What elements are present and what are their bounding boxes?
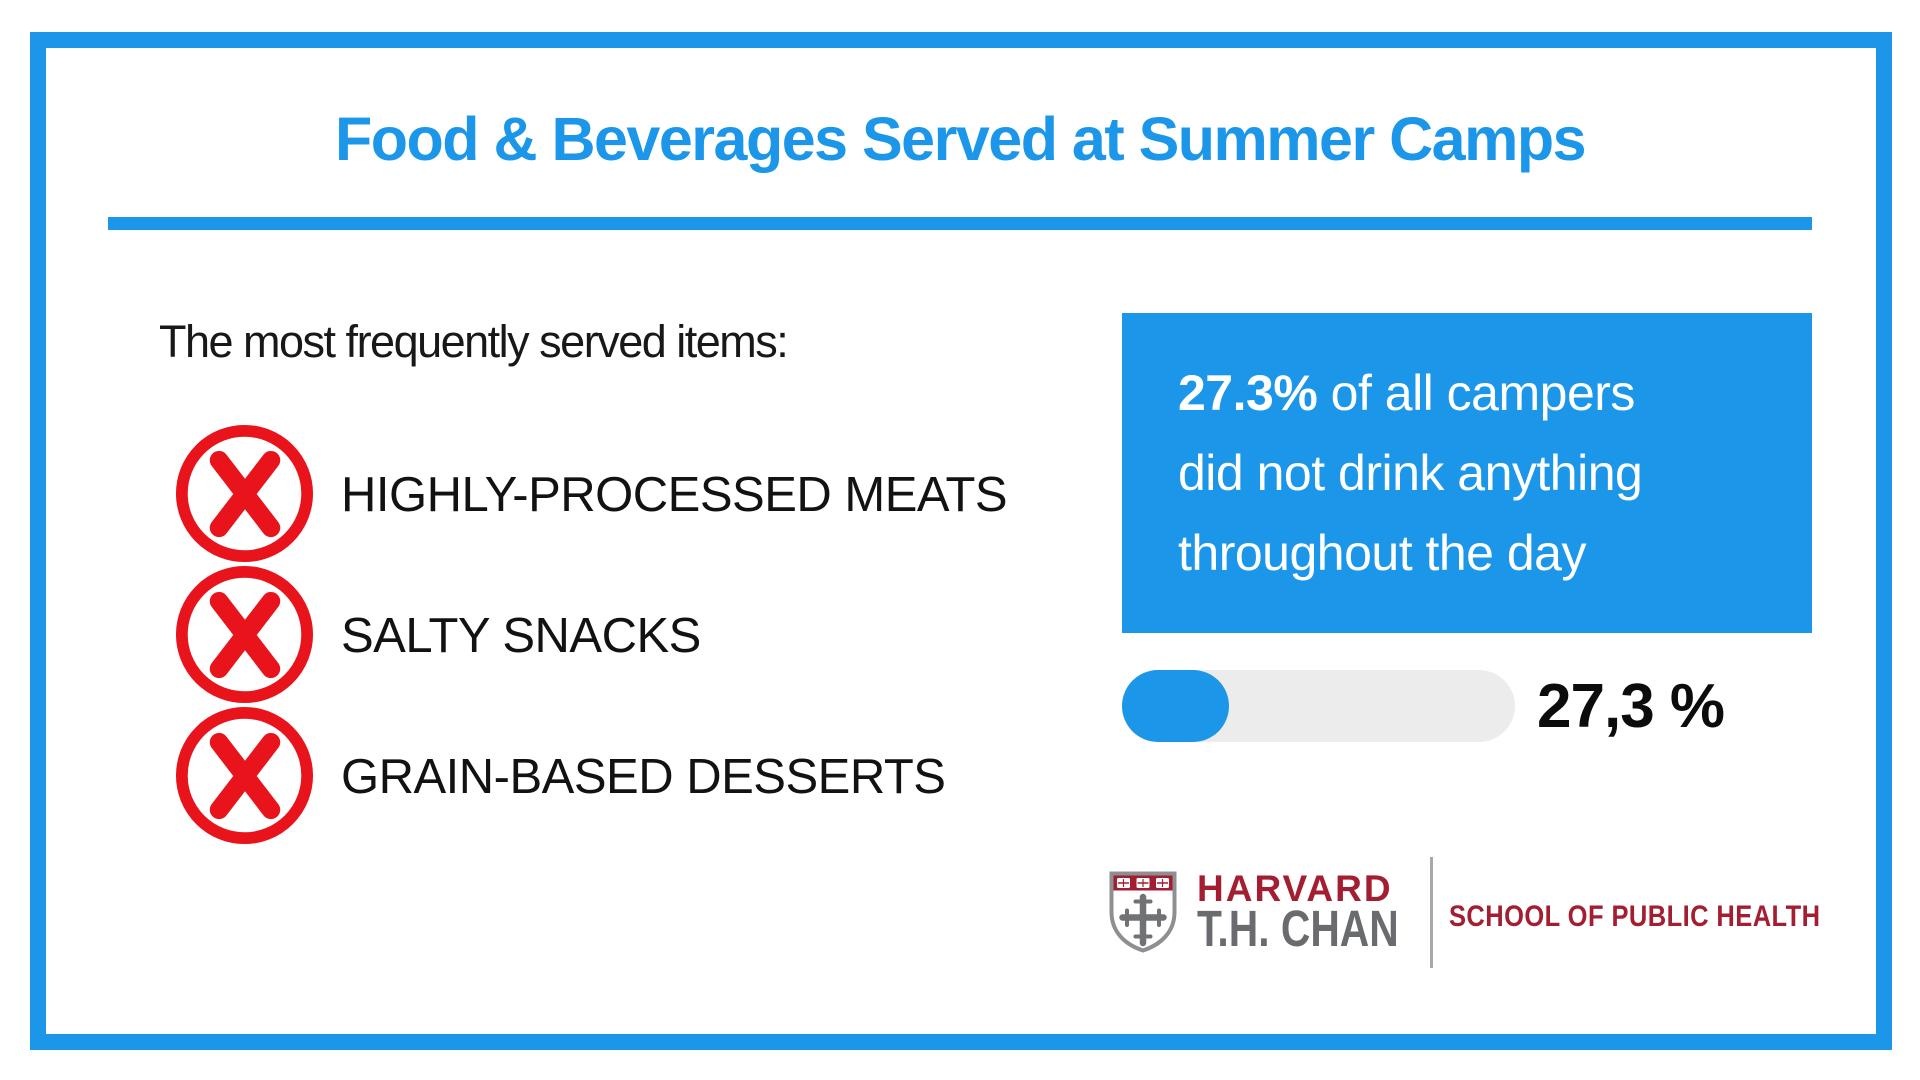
stat-line-2: did not drink anything [1178,445,1643,501]
item-label: SALTY SNACKS [341,608,701,663]
logo-school-text: SCHOOL OF PUBLIC HEALTH [1449,900,1821,933]
list-item: HIGHLY-PROCESSED MEATS [175,424,1008,565]
logo-chan-text: T.H. CHAN [1197,900,1399,957]
page-title: Food & Beverages Served at Summer Camps [334,105,1587,173]
list-item: GRAIN-BASED DESSERTS [175,706,1007,847]
items-list: HIGHLY-PROCESSED MEATS SALTY SNACKS GRAI… [175,424,1008,847]
harvard-shield-icon [1109,871,1177,953]
crossed-out-circle-icon [175,707,314,845]
progress-bar-track [1122,670,1515,742]
item-label: GRAIN-BASED DESSERTS [341,749,946,804]
progress-fill [1122,670,1230,742]
item-label: HIGHLY-PROCESSED MEATS [341,467,1008,522]
left-panel-heading: The most frequently served items: [159,316,789,367]
crossed-out-circle-icon [175,425,314,563]
page-border-frame [30,32,1892,1050]
logo-wordmark: HARVARD T.H. CHAN [1197,868,1449,957]
crossed-out-circle-icon [175,566,314,704]
title-divider-rule [108,217,1812,230]
logo-divider [1430,857,1433,968]
harvard-chan-logo: HARVARD T.H. CHAN SCHOOL OF PUBLIC HEALT… [1108,856,1820,980]
stat-callout-box: 27.3% of all campers did not drink anyth… [1122,313,1812,633]
logo-harvard-text: HARVARD [1197,868,1393,909]
stat-line-1: 27.3% of all campers [1178,353,1782,433]
stat-line-3: throughout the day [1178,525,1587,581]
progress-row: 27,3 % [1122,670,1725,742]
stat-value: 27.3% [1178,365,1318,421]
progress-label: 27,3 % [1537,671,1725,741]
list-item: SALTY SNACKS [175,565,1007,706]
stat-line-1-rest: of all campers [1317,365,1636,421]
